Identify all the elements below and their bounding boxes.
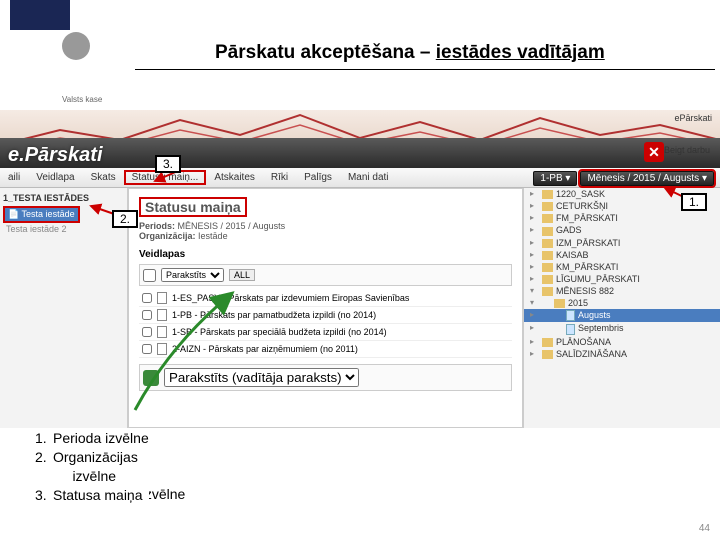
folder-icon bbox=[554, 299, 565, 308]
period-selectors: 1-PB ▾ Mēnesis / 2015 / Augusts ▾ bbox=[533, 168, 714, 188]
coat-of-arms-icon bbox=[62, 32, 90, 60]
close-label: Beigt darbu bbox=[664, 145, 710, 155]
doc-icon bbox=[157, 326, 167, 338]
grid-filter-bar: Parakstīts ALL bbox=[139, 264, 512, 286]
callout-1: 1. bbox=[681, 193, 707, 211]
folder-icon bbox=[542, 251, 553, 260]
all-button[interactable]: ALL bbox=[229, 269, 255, 281]
table-row[interactable]: 1-ES_PASV - Pārskats par izdevumiem Eiro… bbox=[139, 290, 512, 307]
folder-icon bbox=[542, 190, 553, 199]
main-panel: Statusu maiņa Periods: MĒNESIS / 2015 / … bbox=[128, 188, 523, 428]
tree-item[interactable]: FM_PĀRSKATI bbox=[524, 212, 720, 224]
doc-icon bbox=[157, 343, 167, 355]
tree-item[interactable]: KAISAB bbox=[524, 249, 720, 261]
select-all-checkbox[interactable] bbox=[143, 269, 156, 282]
folder-icon bbox=[542, 214, 553, 223]
grid-footer: Parakstīts (vadītāja paraksts) bbox=[139, 364, 512, 391]
grid-header: Veidlapas bbox=[139, 249, 512, 260]
tree-item[interactable]: KM_PĀRSKATI bbox=[524, 261, 720, 273]
menu-atskaites[interactable]: Atskaites bbox=[206, 172, 263, 183]
panel-title: Statusu maiņa bbox=[139, 197, 247, 217]
legend: 1.Perioda izvēlne 2.Organizācijas izvēln… bbox=[35, 429, 149, 505]
row-checkbox[interactable] bbox=[142, 344, 152, 354]
tree-item[interactable]: LĪGUMU_PĀRSKATI bbox=[524, 273, 720, 285]
app-screenshot: e.Pārskati ePārskati ✕ Beigt darbu aili … bbox=[0, 110, 720, 440]
table-row[interactable]: 2-AIZN - Pārskats par aizņēmumiem (no 20… bbox=[139, 341, 512, 358]
callout-3: 3. bbox=[155, 155, 181, 173]
period-full[interactable]: Mēnesis / 2015 / Augusts ▾ bbox=[580, 171, 714, 186]
title-underline bbox=[135, 69, 715, 70]
org-tree-selected[interactable]: 📄 Testa iestāde bbox=[3, 206, 80, 223]
forms-grid: 1-ES_PASV - Pārskats par izdevumiem Eiro… bbox=[139, 290, 512, 358]
folder-icon bbox=[542, 227, 553, 236]
tree-item[interactable]: 2015 bbox=[524, 297, 720, 309]
folder-icon bbox=[542, 239, 553, 248]
file-icon bbox=[566, 324, 575, 335]
period-tree: 1220_SASK CETURKŠŅI FM_PĀRSKATI GADS IZM… bbox=[523, 188, 720, 428]
app-top-right-label: ePārskati bbox=[674, 113, 712, 123]
page-title: Pārskatu akceptēšana – iestādes vadītāja… bbox=[215, 42, 605, 64]
folder-icon bbox=[542, 287, 553, 296]
app-logo: e.Pārskati bbox=[8, 144, 103, 167]
status-dropdown[interactable]: Parakstīts bbox=[161, 268, 224, 282]
tree-item[interactable]: MĒNESIS 882 bbox=[524, 285, 720, 297]
sign-button[interactable] bbox=[143, 370, 159, 386]
callout-2: 2. bbox=[112, 210, 138, 228]
sign-dropdown[interactable]: Parakstīts (vadītāja paraksts) bbox=[164, 368, 359, 387]
tree-item[interactable]: PLĀNOŠANA bbox=[524, 336, 720, 348]
period-pb[interactable]: 1-PB ▾ bbox=[533, 171, 577, 186]
table-row[interactable]: 1-SB - Pārskats par speciālā budžeta izp… bbox=[139, 324, 512, 341]
agency-label: Valsts kase bbox=[62, 95, 102, 104]
menu-fili[interactable]: aili bbox=[0, 172, 28, 183]
close-button[interactable]: ✕ bbox=[644, 142, 664, 162]
folder-icon bbox=[542, 338, 553, 347]
table-row[interactable]: 1-PB - Pārskats par pamatbudžeta izpildi… bbox=[139, 307, 512, 324]
panel-org: Organizācija: Iestāde bbox=[139, 231, 512, 241]
tree-item[interactable]: GADS bbox=[524, 224, 720, 236]
folder-icon bbox=[542, 202, 553, 211]
menu-riki[interactable]: Rīki bbox=[263, 172, 296, 183]
menu-skats[interactable]: Skats bbox=[83, 172, 124, 183]
tree-item[interactable]: IZM_PĀRSKATI bbox=[524, 237, 720, 249]
row-checkbox[interactable] bbox=[142, 310, 152, 320]
tree-item[interactable]: Septembris bbox=[524, 322, 720, 335]
tree-item-selected[interactable]: Augusts bbox=[524, 309, 720, 322]
folder-icon bbox=[542, 350, 553, 359]
org-tree-item[interactable]: Testa iestāde 2 bbox=[3, 223, 124, 235]
file-icon bbox=[566, 310, 575, 321]
org-tree: 1_TESTA IESTĀDES 📄 Testa iestāde Testa i… bbox=[0, 188, 128, 428]
folder-icon bbox=[542, 275, 553, 284]
folder-icon bbox=[542, 263, 553, 272]
app-title-bar bbox=[0, 138, 720, 168]
row-checkbox[interactable] bbox=[142, 327, 152, 337]
tree-item[interactable]: SALĪDZINĀŠANA bbox=[524, 348, 720, 360]
doc-icon bbox=[157, 309, 167, 321]
menu-mani-dati[interactable]: Mani dati bbox=[340, 172, 397, 183]
slide-number: 44 bbox=[699, 523, 710, 534]
header-flag bbox=[10, 0, 70, 30]
menu-veidlapa[interactable]: Veidlapa bbox=[28, 172, 82, 183]
menu-paligs[interactable]: Palīgs bbox=[296, 172, 340, 183]
org-tree-header: 1_TESTA IESTĀDES bbox=[3, 191, 124, 205]
doc-icon bbox=[157, 292, 167, 304]
row-checkbox[interactable] bbox=[142, 293, 152, 303]
panel-period: Periods: MĒNESIS / 2015 / Augusts bbox=[139, 221, 512, 231]
